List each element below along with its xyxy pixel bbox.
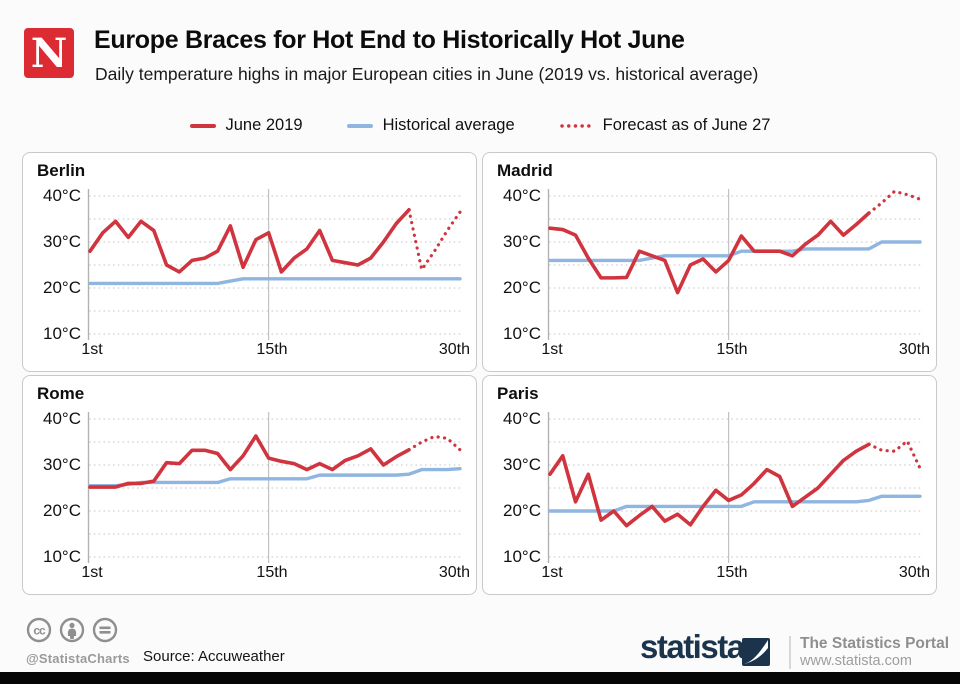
statista-url-link[interactable]: www.statista.com xyxy=(800,653,912,669)
chart-legend: June 2019 Historical average Forecast as… xyxy=(0,116,960,135)
y-tick-label: 20°C xyxy=(43,501,81,520)
chart-panel-berlin: Berlin 40°C 30°C 20°C 10°C 1st 15th 30th xyxy=(22,152,477,372)
y-tick-label: 30°C xyxy=(503,232,541,251)
line-chart-canvas xyxy=(547,412,922,563)
x-tick-label: 30th xyxy=(438,564,470,581)
source-credit: Source: Accuweather xyxy=(143,648,285,665)
x-tick-label: 15th xyxy=(256,341,288,358)
footer-divider xyxy=(789,636,791,669)
chart-city-title: Madrid xyxy=(497,161,553,180)
line-chart-canvas xyxy=(87,189,462,340)
cc-icon: cc xyxy=(26,617,52,643)
y-tick-label: 10°C xyxy=(43,547,81,566)
x-tick-label: 30th xyxy=(438,341,470,358)
statista-logo-icon xyxy=(742,638,770,666)
x-tick-label: 15th xyxy=(256,564,288,581)
chart-panel-madrid: Madrid 40°C 30°C 20°C 10°C 1st 15th 30th xyxy=(482,152,937,372)
x-tick-label: 30th xyxy=(898,564,930,581)
x-tick-label: 1st xyxy=(81,341,103,358)
legend-item-forecast: Forecast as of June 27 xyxy=(559,116,771,135)
forecast-dotted-swatch xyxy=(559,123,592,128)
legend-item-june2019: June 2019 xyxy=(189,116,303,135)
x-tick-label: 1st xyxy=(81,564,103,581)
page-title: Europe Braces for Hot End to Historicall… xyxy=(94,26,685,54)
y-tick-label: 10°C xyxy=(503,547,541,566)
statista-charts-handle-link[interactable]: @StatistaCharts xyxy=(26,651,130,666)
y-tick-label: 20°C xyxy=(43,278,81,297)
x-tick-label: 15th xyxy=(716,341,748,358)
legend-label: June 2019 xyxy=(225,116,303,134)
y-tick-label: 20°C xyxy=(503,501,541,520)
y-tick-label: 10°C xyxy=(43,324,81,343)
x-tick-label: 30th xyxy=(898,341,930,358)
june2019-line-swatch xyxy=(189,123,216,128)
statista-tagline: The Statistics Portal xyxy=(800,635,950,652)
line-chart-canvas xyxy=(547,189,922,340)
legend-item-historical: Historical average xyxy=(346,116,515,135)
page-subtitle: Daily temperature highs in major Europea… xyxy=(95,64,759,84)
attribution-icon xyxy=(59,617,85,643)
y-tick-label: 30°C xyxy=(43,232,81,251)
statista-wordmark: statista xyxy=(640,628,745,665)
y-tick-label: 30°C xyxy=(503,455,541,474)
x-tick-label: 1st xyxy=(541,341,563,358)
x-tick-label: 15th xyxy=(716,564,748,581)
y-tick-label: 10°C xyxy=(503,324,541,343)
svg-text:cc: cc xyxy=(33,624,46,638)
legend-label: Forecast as of June 27 xyxy=(602,116,771,134)
y-tick-label: 40°C xyxy=(503,409,541,428)
line-chart-canvas xyxy=(87,412,462,563)
chart-city-title: Rome xyxy=(37,384,85,403)
bottom-black-bar xyxy=(0,672,960,684)
chart-panel-rome: Rome 40°C 30°C 20°C 10°C 1st 15th 30th xyxy=(22,375,477,595)
newsweek-logo: N xyxy=(24,28,74,78)
y-tick-label: 40°C xyxy=(43,186,81,205)
y-tick-label: 20°C xyxy=(503,278,541,297)
legend-label: Historical average xyxy=(382,116,515,134)
creative-commons-badges: cc xyxy=(26,617,118,643)
historical-line-swatch xyxy=(346,123,373,128)
chart-city-title: Berlin xyxy=(37,161,86,180)
chart-city-title: Paris xyxy=(497,384,539,403)
y-tick-label: 40°C xyxy=(43,409,81,428)
chart-panel-paris: Paris 40°C 30°C 20°C 10°C 1st 15th 30th xyxy=(482,375,937,595)
y-tick-label: 40°C xyxy=(503,186,541,205)
y-tick-label: 30°C xyxy=(43,455,81,474)
x-tick-label: 1st xyxy=(541,564,563,581)
no-derivatives-icon xyxy=(92,617,118,643)
